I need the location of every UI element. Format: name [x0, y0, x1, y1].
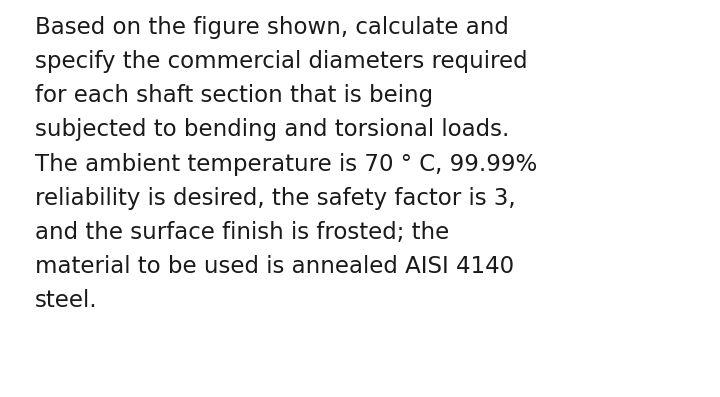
Text: Based on the figure shown, calculate and
specify the commercial diameters requir: Based on the figure shown, calculate and…	[35, 16, 537, 312]
